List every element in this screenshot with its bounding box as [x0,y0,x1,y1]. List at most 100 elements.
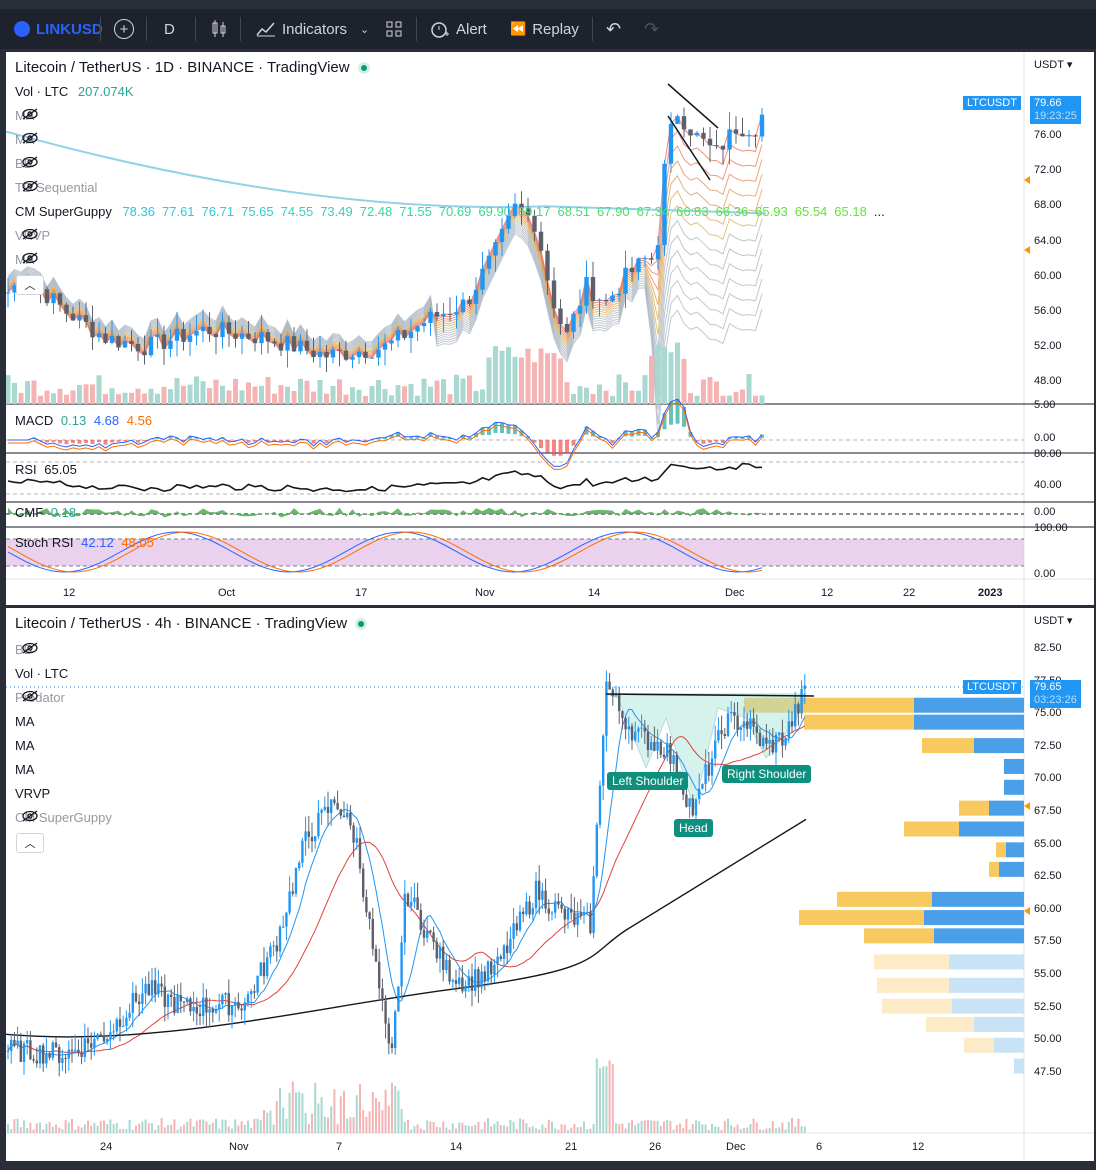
compare-button[interactable]: + [114,9,134,49]
indicator-tick: 100.00 [1034,522,1068,534]
4h-candle-body [93,1038,96,1048]
legend-collapse-button[interactable]: ︿ [16,833,44,853]
4h-volume-bar [400,1109,403,1133]
daily-legend-2[interactable]: BB [15,156,38,171]
daily-chart-panel[interactable]: Litecoin / TetherUS · 1D · BINANCE · Tra… [6,52,1094,605]
daily-volume-bar [525,348,531,404]
currency-selector[interactable]: USDT ▾ [1034,614,1072,627]
daily-candle-body [298,340,303,352]
daily-candle-body [382,343,388,350]
indicators-dropdown[interactable]: ⌄ [360,9,369,49]
macd-histogram-bar [279,440,283,442]
4h-volume-bar [752,1118,755,1133]
macd-histogram-bar [753,440,758,442]
currency-selector[interactable]: USDT ▾ [1034,58,1072,71]
4h-legend-3[interactable]: MA [15,714,35,729]
vrvp-buy-bar [1006,842,1024,858]
daily-candle-body [6,292,11,294]
4h-price-tick: 52.50 [1034,1000,1062,1013]
4h-volume-bar [778,1127,781,1133]
chart-style-button[interactable] [211,9,227,49]
4h-price-tick: 75.00 [1034,707,1062,720]
4h-volume-bar [378,1101,381,1133]
4h-chart-panel[interactable]: Litecoin / TetherUS · 4h · BINANCE · Tra… [6,608,1094,1161]
4h-volume-bar [48,1121,51,1133]
daily-legend-3[interactable]: TD Sequential [15,180,97,195]
indicator-tick: 40.00 [1034,479,1062,491]
4h-volume-bar [96,1125,99,1133]
daily-legend-1[interactable]: MA [15,132,38,147]
legend-collapse-button[interactable]: ︿ [16,275,44,295]
4h-candle-body [726,713,730,737]
4h-volume-bar [237,1125,240,1133]
4h-chart-canvas[interactable] [6,608,1094,1161]
4h-candle-body [221,994,224,1005]
4h-candle-body [128,1012,131,1018]
4h-legend-1[interactable]: Vol · LTC [15,666,68,681]
4h-candle-body [202,997,205,1017]
redo-button[interactable]: ↷ [644,9,659,49]
bar-countdown: 19:23:25 [1034,110,1077,122]
4h-candle-body [586,911,589,913]
macd-histogram-bar [292,440,296,442]
4h-volume-bar [483,1121,486,1133]
daily-candle-body [675,116,680,124]
symbol-search[interactable]: LINKUSD [14,9,103,49]
daily-volume-bar [701,379,706,404]
daily-volume-bar [103,394,108,404]
4h-volume-bar [58,1127,61,1133]
4h-volume-bar [535,1128,537,1133]
daily-candle-body [57,293,63,305]
4h-volume-bar [71,1118,73,1133]
macd-value-2: 4.68 [93,413,120,428]
daily-chart-canvas[interactable] [6,52,1094,605]
daily-extra-legend-0[interactable]: VRVP [15,228,50,243]
symbol-tag: LTCUSDT [963,96,1021,110]
4h-candle-body [182,1001,186,1003]
4h-volume-bar [755,1122,758,1133]
4h-candle-body [656,741,659,751]
daily-price-tick: 52.00 [1034,340,1062,353]
4h-legend-7[interactable]: CM SuperGuppy [15,810,112,825]
daily-legend-0[interactable]: MA [15,108,38,123]
4h-volume-bar [714,1126,717,1133]
daily-volume-bar [220,385,225,404]
4h-legend-2[interactable]: Predator [15,690,65,705]
4h-volume-bar [675,1125,678,1133]
4h-volume-bar [746,1127,749,1133]
indicators-button[interactable]: Indicators [256,9,347,49]
4h-date-tick: 14 [450,1141,463,1153]
undo-button[interactable]: ↶ [606,9,621,49]
4h-volume-bar [515,1128,518,1133]
4h-candle-body [576,912,579,925]
rsi-label: RSI [15,462,37,477]
4h-volume-bar [339,1096,342,1133]
4h-volume-bar [602,1066,605,1133]
daily-volume-bar [200,381,206,404]
daily-candle-body [538,231,544,251]
4h-legend-4[interactable]: MA [15,738,35,753]
4h-candle-body [458,977,461,984]
4h-volume-bar [141,1121,144,1133]
templates-button[interactable] [386,9,402,49]
4h-date-tick: 6 [816,1141,823,1153]
4h-candle-body [461,977,464,992]
interval-button[interactable]: D [164,9,175,49]
replay-button[interactable]: ⏪ Replay [510,9,579,49]
alert-button[interactable]: Alert [430,9,487,49]
macd-histogram-bar [760,434,764,438]
4h-candle-body [477,969,480,988]
4h-candle-body [118,1019,122,1027]
4h-candle-body [403,893,406,943]
4h-legend-5[interactable]: MA [15,762,35,777]
4h-candle-body [675,755,678,782]
4h-candle-body [730,712,733,714]
4h-volume-bar [279,1087,281,1133]
guppy-label: CM SuperGuppy [15,204,112,219]
4h-candle-body [438,946,442,959]
4h-legend-0[interactable]: BB [15,642,38,657]
daily-extra-legend-1[interactable]: MA [15,252,38,267]
4h-candle-body [659,741,662,755]
4h-legend-6[interactable]: VRVP [15,786,50,801]
4h-price-tick: 67.50 [1034,805,1062,817]
